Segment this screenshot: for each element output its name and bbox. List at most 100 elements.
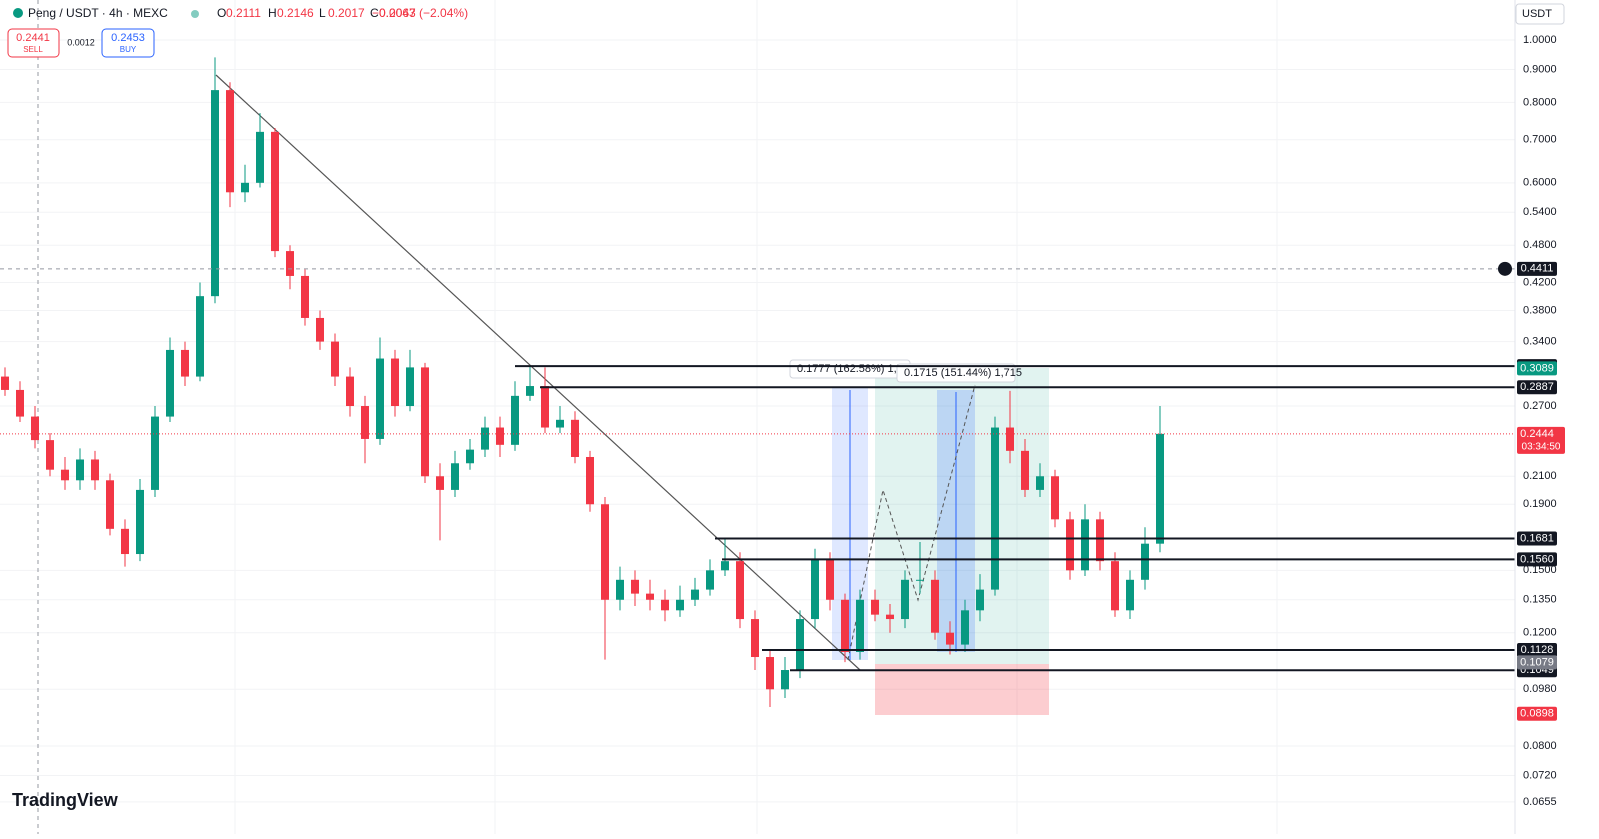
price-tag <box>1517 261 1557 276</box>
candle-body <box>76 459 84 481</box>
measure-label: 0.1715 (151.44%) 1,715 <box>904 367 1022 379</box>
currency: USDT <box>1522 8 1552 20</box>
candle-body <box>751 619 759 658</box>
candle-body <box>1 376 9 390</box>
level-label: 0.2887 <box>1520 381 1554 393</box>
candle-body <box>436 476 444 490</box>
measure-label-box <box>896 363 1016 383</box>
candle-body <box>361 406 369 439</box>
candle-body <box>856 599 864 652</box>
candle-body <box>631 579 639 594</box>
candle-body <box>136 489 144 555</box>
candle-body <box>121 528 129 555</box>
trade-buttons: 0.2441 SELL 0.0012 0.2453 BUY <box>7 28 155 58</box>
candle-body <box>706 570 714 590</box>
ohlc-value: 0.2111 <box>226 6 261 20</box>
candle-body <box>316 317 324 342</box>
price-axis: 1.0000 0.9000 0.8000 0.7000 0.6000 0.5400 0.48… <box>1498 0 1565 834</box>
candle-body <box>541 386 549 428</box>
candle-body <box>1066 519 1074 571</box>
candle-body <box>181 349 189 377</box>
candle-body <box>1141 543 1149 580</box>
candle-body <box>721 561 729 571</box>
trend-line <box>215 74 861 671</box>
candle-body <box>196 296 204 377</box>
candle-body <box>901 579 909 620</box>
add-alert[interactable] <box>1498 261 1512 276</box>
candle-body <box>226 90 234 193</box>
candle-body <box>211 90 219 297</box>
ohlc-key: H <box>268 6 277 20</box>
candle-body <box>391 358 399 407</box>
candle-body <box>271 131 279 252</box>
candle-body <box>421 367 429 477</box>
candle-body <box>1156 433 1164 544</box>
sell-button[interactable] <box>7 28 60 58</box>
candle-body <box>286 251 294 276</box>
price-tag <box>1517 706 1557 721</box>
price-tag-label: 0.2444 <box>1520 428 1554 440</box>
candle-body <box>526 386 534 396</box>
y-tick-label: 0.4200 <box>1523 276 1557 288</box>
loss-zone <box>875 664 1049 715</box>
y-tick-label: 0.9000 <box>1523 63 1557 75</box>
symbol-icon <box>13 8 23 18</box>
candle-body <box>1006 427 1014 451</box>
candle-body <box>916 579 924 581</box>
candle-body <box>961 610 969 645</box>
grid <box>0 0 1515 834</box>
y-tick-label: 0.0720 <box>1523 769 1557 781</box>
candle-body <box>556 419 564 428</box>
ohlc-value: 0.2067 <box>379 6 416 20</box>
countdown: 03:34:50 <box>1522 442 1561 453</box>
spread: 0.0012 <box>67 37 95 47</box>
logo: TradingView <box>12 790 119 810</box>
buy-button[interactable] <box>101 28 155 58</box>
sell-price: 0.2441 <box>16 32 50 44</box>
candle-body <box>976 589 984 611</box>
y-tick-label: 0.3400 <box>1523 335 1557 347</box>
y-tick-label: 0.2700 <box>1523 400 1557 412</box>
level-tag <box>1517 531 1557 546</box>
candle-body <box>601 504 609 600</box>
projection-path <box>847 384 976 661</box>
y-tick-label: 0.1900 <box>1523 498 1557 510</box>
candle-body <box>1111 561 1119 611</box>
candle-body <box>331 341 339 377</box>
candle-body <box>1021 450 1029 490</box>
candle-body <box>931 579 939 633</box>
candle-body <box>781 670 789 690</box>
candle-body <box>1081 519 1089 571</box>
y-tick-label: 0.8000 <box>1523 96 1557 108</box>
buy-label: BUY <box>120 45 137 54</box>
candle-body <box>841 599 849 652</box>
candle-body <box>61 469 69 481</box>
y-tick-label: 0.0800 <box>1523 740 1557 752</box>
currency-select[interactable] <box>1515 3 1565 25</box>
level-label: 0.1560 <box>1520 553 1554 565</box>
candle-body <box>616 579 624 600</box>
measure-label: 0.1777 (162.58%) 1,77 <box>797 363 909 375</box>
candle-body <box>586 456 594 505</box>
buy-price: 0.2453 <box>111 32 145 44</box>
candle-body <box>1036 476 1044 490</box>
symbol: Peng / USDT · 4h · MEXC <box>28 6 168 20</box>
price-tag-label: 0.3089 <box>1520 362 1554 374</box>
y-tick-label: 0.1500 <box>1523 564 1557 576</box>
y-tick-label: 0.1350 <box>1523 594 1557 606</box>
header: Peng / USDT · 4h · MEXC O 0.2111 H 0.2146 L 0… <box>13 6 468 20</box>
candle-body <box>301 275 309 318</box>
ohlc-key: O <box>217 6 226 20</box>
level-label: 0.1681 <box>1520 532 1554 544</box>
candle-body <box>466 449 474 464</box>
candle-body <box>46 440 54 470</box>
candle-body <box>256 131 264 183</box>
candle-body <box>496 427 504 445</box>
change: −0.0043 (−2.04%) <box>372 6 468 20</box>
ohlc: O 0.2111 H 0.2146 L 0.2017 C 0.2067 <box>217 6 416 20</box>
candle-body <box>811 559 819 620</box>
candle-body <box>241 182 249 193</box>
candle-body <box>16 389 24 417</box>
candle-body <box>571 419 579 457</box>
